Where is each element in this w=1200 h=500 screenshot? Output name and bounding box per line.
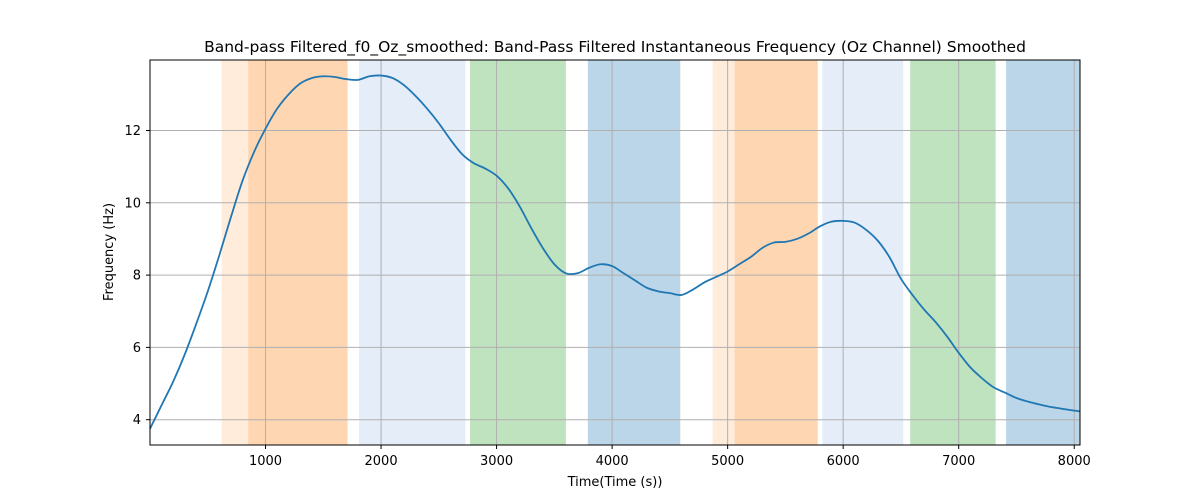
highlight-band-4 bbox=[470, 60, 566, 445]
plot-frame bbox=[149, 59, 1081, 446]
series-layer bbox=[149, 74, 1081, 430]
y-tick-label-6: 6 bbox=[133, 341, 141, 356]
y-axis-label: Frequency (Hz) bbox=[102, 203, 117, 301]
highlight-band-3 bbox=[359, 60, 466, 445]
x-axis-label: Time(Time (s)) bbox=[567, 475, 663, 490]
x-tick-label-5000: 5000 bbox=[711, 454, 744, 469]
x-tick-label-7000: 7000 bbox=[942, 454, 975, 469]
y-tick-label-10: 10 bbox=[124, 196, 141, 211]
x-axis-ticks: 1000 2000 3000 4000 5000 6000 7000 8000 bbox=[249, 445, 1091, 469]
y-tick-label-8: 8 bbox=[133, 269, 141, 284]
x-tick-label-1000: 1000 bbox=[249, 454, 282, 469]
highlight-band-8 bbox=[822, 60, 904, 445]
highlight-band-2 bbox=[248, 60, 348, 445]
y-tick-label-12: 12 bbox=[124, 124, 141, 139]
x-tick-label-2000: 2000 bbox=[365, 454, 398, 469]
x-tick-label-4000: 4000 bbox=[596, 454, 629, 469]
grid-lines bbox=[150, 60, 1080, 445]
x-tick-label-3000: 3000 bbox=[480, 454, 513, 469]
highlight-band-6 bbox=[712, 60, 735, 445]
highlight-band-7 bbox=[734, 60, 818, 445]
highlight-band-10 bbox=[1006, 60, 1080, 445]
highlight-band-5 bbox=[587, 60, 681, 445]
y-tick-label-4: 4 bbox=[133, 413, 141, 428]
series-line-1 bbox=[149, 74, 1081, 430]
x-tick-label-6000: 6000 bbox=[827, 454, 860, 469]
chart-title: Band-pass Filtered_f0_Oz_smoothed: Band-… bbox=[204, 38, 1026, 57]
highlight-band-9 bbox=[910, 60, 996, 445]
highlight-bands bbox=[221, 60, 1080, 445]
x-tick-label-8000: 8000 bbox=[1058, 454, 1091, 469]
highlight-band-1 bbox=[221, 60, 249, 445]
y-axis-ticks: 4 6 8 10 12 bbox=[124, 124, 150, 428]
